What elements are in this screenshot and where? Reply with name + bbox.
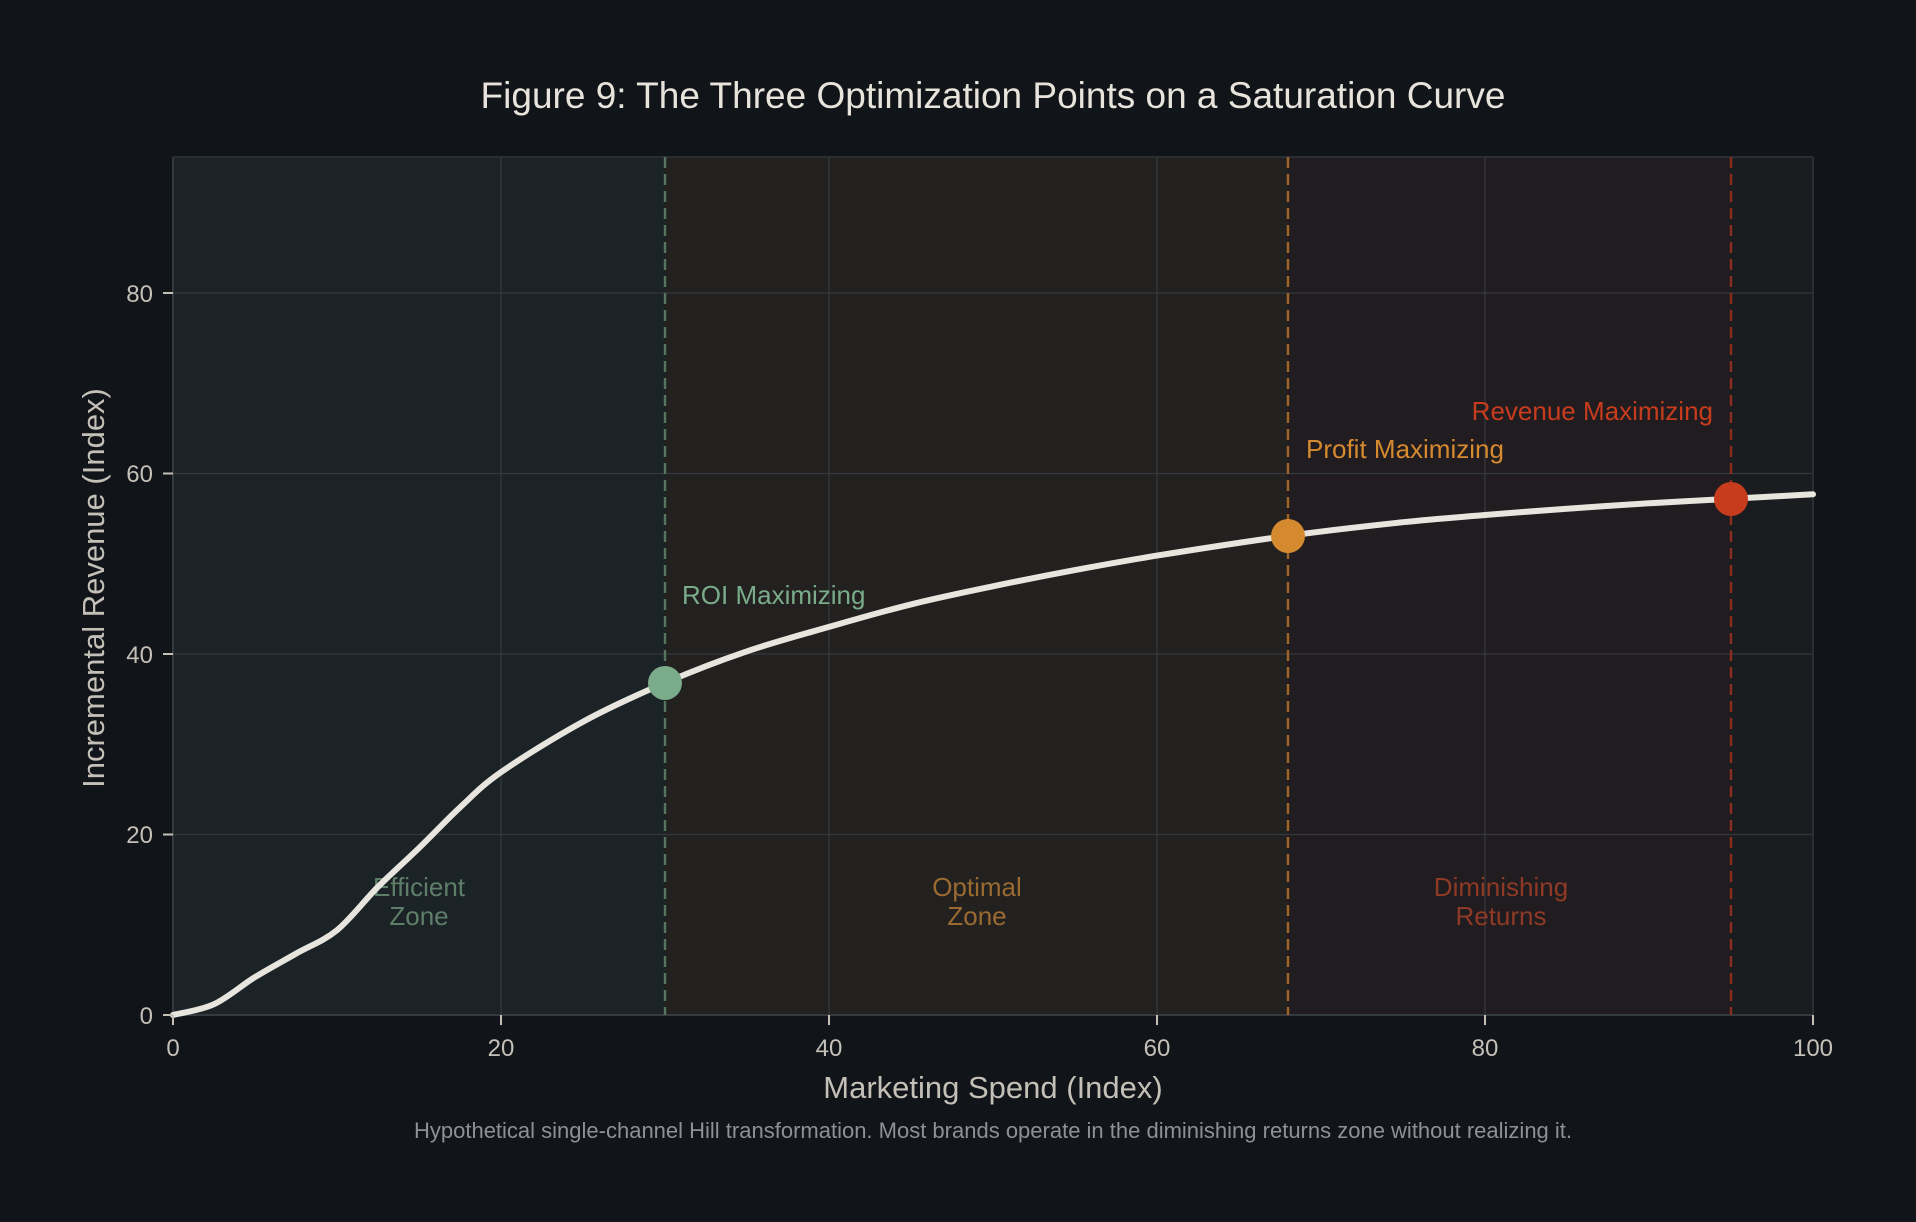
zone-label-optimal: Optimal Zone bbox=[932, 872, 1022, 931]
roi-maximizing-label: ROI Maximizing bbox=[682, 580, 865, 610]
x-tick-label: 100 bbox=[1793, 1035, 1833, 1062]
svg-text:Returns: Returns bbox=[1455, 901, 1546, 931]
zone-diminishing-bg bbox=[1288, 157, 1731, 1015]
profit-maximizing-label: Profit Maximizing bbox=[1306, 434, 1504, 464]
y-tick-label: 40 bbox=[126, 642, 153, 669]
x-tick-label: 20 bbox=[488, 1035, 515, 1062]
zone-label-diminishing: Diminishing Returns bbox=[1434, 872, 1568, 931]
axes-spines bbox=[172, 156, 1814, 1016]
x-axis-title: Marketing Spend (Index) bbox=[823, 1070, 1162, 1105]
roi-maximizing-point[interactable] bbox=[648, 666, 682, 700]
x-tick-label: 80 bbox=[1472, 1035, 1499, 1062]
zone-tail-bg bbox=[1731, 157, 1813, 1015]
plot-area bbox=[173, 157, 1813, 1015]
y-axis-title: Incremental Revenue (Index) bbox=[76, 388, 111, 788]
x-tick-label: 60 bbox=[1144, 1035, 1171, 1062]
svg-text:Diminishing: Diminishing bbox=[1434, 872, 1568, 902]
zone-efficient-bg bbox=[173, 157, 665, 1015]
saturation-curve bbox=[170, 491, 1816, 1018]
revenue-maximizing-point[interactable] bbox=[1714, 482, 1748, 516]
zone-optimal-bg bbox=[665, 157, 1288, 1015]
x-tick-label: 0 bbox=[166, 1035, 179, 1062]
y-tick-label: 80 bbox=[126, 281, 153, 308]
x-axis: 0 20 40 60 80 100 Marketing Spend (Index… bbox=[166, 1015, 1833, 1105]
svg-text:Optimal: Optimal bbox=[932, 872, 1022, 902]
y-tick-label: 60 bbox=[126, 461, 153, 488]
y-tick-label: 0 bbox=[140, 1003, 153, 1030]
chart-title: Figure 9: The Three Optimization Points … bbox=[481, 75, 1506, 116]
grid bbox=[173, 157, 1813, 1015]
profit-maximizing-point[interactable] bbox=[1271, 519, 1305, 553]
figure-caption: Hypothetical single-channel Hill transfo… bbox=[414, 1118, 1572, 1143]
svg-text:Zone: Zone bbox=[389, 901, 448, 931]
svg-text:Zone: Zone bbox=[947, 901, 1006, 931]
y-tick-label: 20 bbox=[126, 822, 153, 849]
x-tick-label: 40 bbox=[816, 1035, 843, 1062]
revenue-maximizing-label: Revenue Maximizing bbox=[1472, 396, 1713, 426]
y-axis: 0 20 40 60 80 Incremental Revenue (Index… bbox=[76, 281, 173, 1030]
